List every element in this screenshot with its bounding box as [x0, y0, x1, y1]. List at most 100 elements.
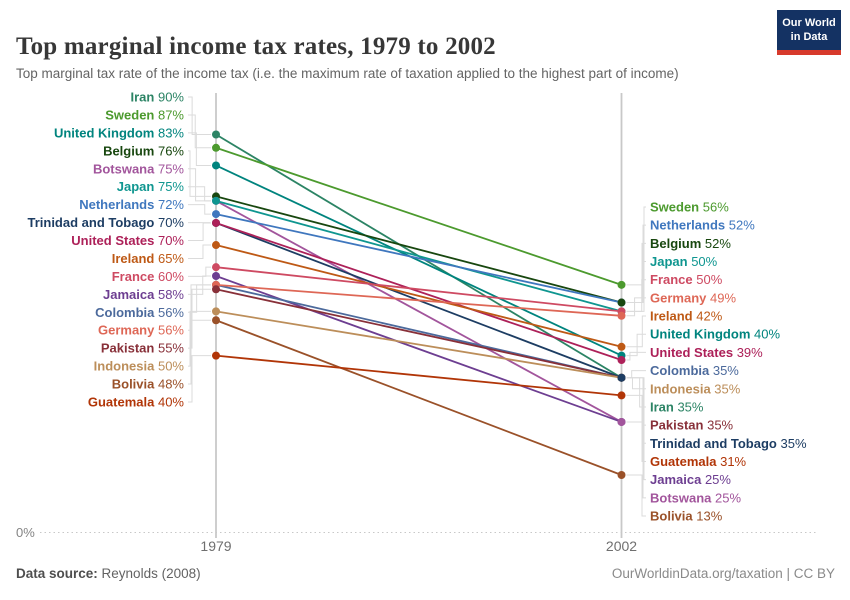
slope-line-pakistan[interactable]: [215, 288, 622, 379]
label-right-trinidad-and-tobago[interactable]: Trinidad and Tobago 35%: [650, 436, 807, 451]
dot-1979-iran[interactable]: [212, 130, 220, 139]
label-left-trinidad-and-tobago[interactable]: Trinidad and Tobago 70%: [27, 215, 184, 230]
dot-1979-jamaica[interactable]: [212, 272, 220, 281]
label-left-germany[interactable]: Germany 56%: [98, 323, 184, 338]
label-left-pakistan[interactable]: Pakistan 55%: [101, 341, 185, 356]
label-right-iran[interactable]: Iran 35%: [650, 399, 704, 414]
label-right-bolivia[interactable]: Bolivia 13%: [650, 509, 723, 524]
label-connector-left-sweden: [188, 114, 211, 149]
slope-line-ireland[interactable]: [215, 244, 622, 348]
label-left-bolivia[interactable]: Bolivia 48%: [112, 377, 185, 392]
label-right-japan[interactable]: Japan 50%: [650, 254, 718, 269]
label-connector-left-france: [188, 266, 211, 277]
dot-1979-pakistan[interactable]: [212, 285, 220, 294]
label-connector-left-netherlands: [188, 204, 211, 215]
label-right-pakistan[interactable]: Pakistan 35%: [650, 418, 734, 433]
slope-line-indonesia[interactable]: [215, 310, 622, 379]
label-left-botswana[interactable]: Botswana 75%: [93, 161, 184, 176]
dot-1979-netherlands[interactable]: [212, 210, 220, 219]
label-right-indonesia[interactable]: Indonesia 35%: [650, 381, 741, 396]
label-right-france[interactable]: France 50%: [650, 272, 723, 287]
label-left-netherlands[interactable]: Netherlands 72%: [79, 197, 184, 212]
label-left-united-kingdom[interactable]: United Kingdom 83%: [54, 125, 184, 140]
label-connector-left-indonesia: [188, 310, 211, 367]
label-connector-left-belgium: [188, 150, 211, 197]
label-left-sweden[interactable]: Sweden 87%: [105, 107, 184, 122]
label-right-colombia[interactable]: Colombia 35%: [650, 363, 739, 378]
dot-2002-ireland[interactable]: [617, 342, 626, 351]
label-connector-left-ireland: [188, 244, 211, 259]
label-right-netherlands[interactable]: Netherlands 52%: [650, 218, 755, 233]
owid-logo-line1: Our World: [782, 17, 836, 29]
dot-1979-sweden[interactable]: [212, 143, 220, 152]
label-right-united-kingdom[interactable]: United Kingdom 40%: [650, 327, 780, 342]
label-left-ireland[interactable]: Ireland 65%: [112, 251, 185, 266]
label-connector-right-guatemala: [626, 394, 646, 462]
data-source-value: Reynolds (2008): [101, 566, 201, 581]
label-connector-right-trinidad-and-tobago: [626, 377, 646, 444]
y-axis-zero-label: 0%: [16, 525, 35, 540]
slope-line-guatemala[interactable]: [215, 354, 622, 397]
slope-line-japan[interactable]: [215, 199, 622, 313]
dot-2002-guatemala[interactable]: [617, 391, 626, 400]
label-connector-left-botswana: [188, 168, 211, 202]
label-connector-left-bolivia: [188, 319, 211, 385]
dot-2002-sweden[interactable]: [617, 280, 626, 289]
slope-line-belgium[interactable]: [215, 195, 622, 304]
label-connector-left-iran: [188, 96, 211, 136]
label-connector-right-united-states: [626, 351, 646, 361]
owid-logo[interactable]: Our World in Data: [777, 10, 841, 55]
credit-link[interactable]: OurWorldinData.org/taxation | CC BY: [611, 566, 835, 581]
data-source-label: Data source:: [16, 566, 98, 581]
label-left-colombia[interactable]: Colombia 56%: [95, 305, 184, 320]
dot-1979-ireland[interactable]: [212, 241, 220, 250]
dot-1979-united-kingdom[interactable]: [212, 161, 220, 170]
slope-line-sweden[interactable]: [215, 146, 622, 286]
slope-line-united-kingdom[interactable]: [215, 164, 622, 357]
dot-1979-france[interactable]: [212, 263, 220, 272]
label-connector-right-united-kingdom: [626, 333, 646, 357]
dot-2002-botswana[interactable]: [617, 417, 626, 426]
label-left-united-states[interactable]: United States 70%: [71, 233, 184, 248]
label-left-guatemala[interactable]: Guatemala 40%: [88, 395, 185, 410]
label-connector-right-indonesia: [626, 377, 646, 390]
owid-logo-line2: in Data: [790, 31, 828, 44]
x-tick-1979: 1979: [200, 538, 231, 554]
dot-1979-guatemala[interactable]: [212, 351, 220, 360]
dot-2002-germany[interactable]: [617, 311, 626, 320]
label-right-germany[interactable]: Germany 49%: [650, 290, 736, 305]
label-right-guatemala[interactable]: Guatemala 31%: [650, 454, 747, 469]
label-left-belgium[interactable]: Belgium 76%: [103, 143, 184, 158]
dot-2002-bolivia[interactable]: [617, 471, 626, 480]
label-connector-left-japan: [188, 186, 211, 202]
dot-1979-japan[interactable]: [212, 196, 220, 205]
label-right-jamaica[interactable]: Jamaica 25%: [650, 472, 731, 487]
label-left-france[interactable]: France 60%: [112, 269, 185, 284]
slope-line-bolivia[interactable]: [215, 319, 622, 476]
dot-2002-united-states[interactable]: [617, 356, 626, 365]
dot-2002-belgium[interactable]: [617, 298, 626, 307]
label-left-jamaica[interactable]: Jamaica 58%: [103, 287, 184, 302]
label-connector-right-germany: [626, 297, 646, 317]
label-left-indonesia[interactable]: Indonesia 50%: [94, 359, 185, 374]
label-left-japan[interactable]: Japan 75%: [117, 179, 185, 194]
label-right-sweden[interactable]: Sweden 56%: [650, 200, 729, 215]
dot-1979-united-states[interactable]: [212, 218, 220, 227]
slope-line-botswana[interactable]: [215, 200, 622, 423]
label-connector-left-guatemala: [188, 355, 211, 403]
label-right-botswana[interactable]: Botswana 25%: [650, 490, 741, 505]
slope-line-united-states[interactable]: [215, 222, 622, 361]
label-left-iran[interactable]: Iran 90%: [131, 90, 185, 105]
label-right-united-states[interactable]: United States 39%: [650, 345, 763, 360]
data-source: Data source: Reynolds (2008): [16, 566, 201, 581]
slope-line-netherlands[interactable]: [215, 213, 622, 304]
slope-line-france[interactable]: [215, 266, 622, 313]
dot-1979-bolivia[interactable]: [212, 316, 220, 325]
slope-line-germany[interactable]: [215, 283, 622, 317]
dot-2002-trinidad-and-tobago[interactable]: [617, 373, 626, 382]
label-right-belgium[interactable]: Belgium 52%: [650, 236, 731, 251]
label-right-ireland[interactable]: Ireland 42%: [650, 309, 723, 324]
dot-1979-indonesia[interactable]: [212, 307, 220, 316]
